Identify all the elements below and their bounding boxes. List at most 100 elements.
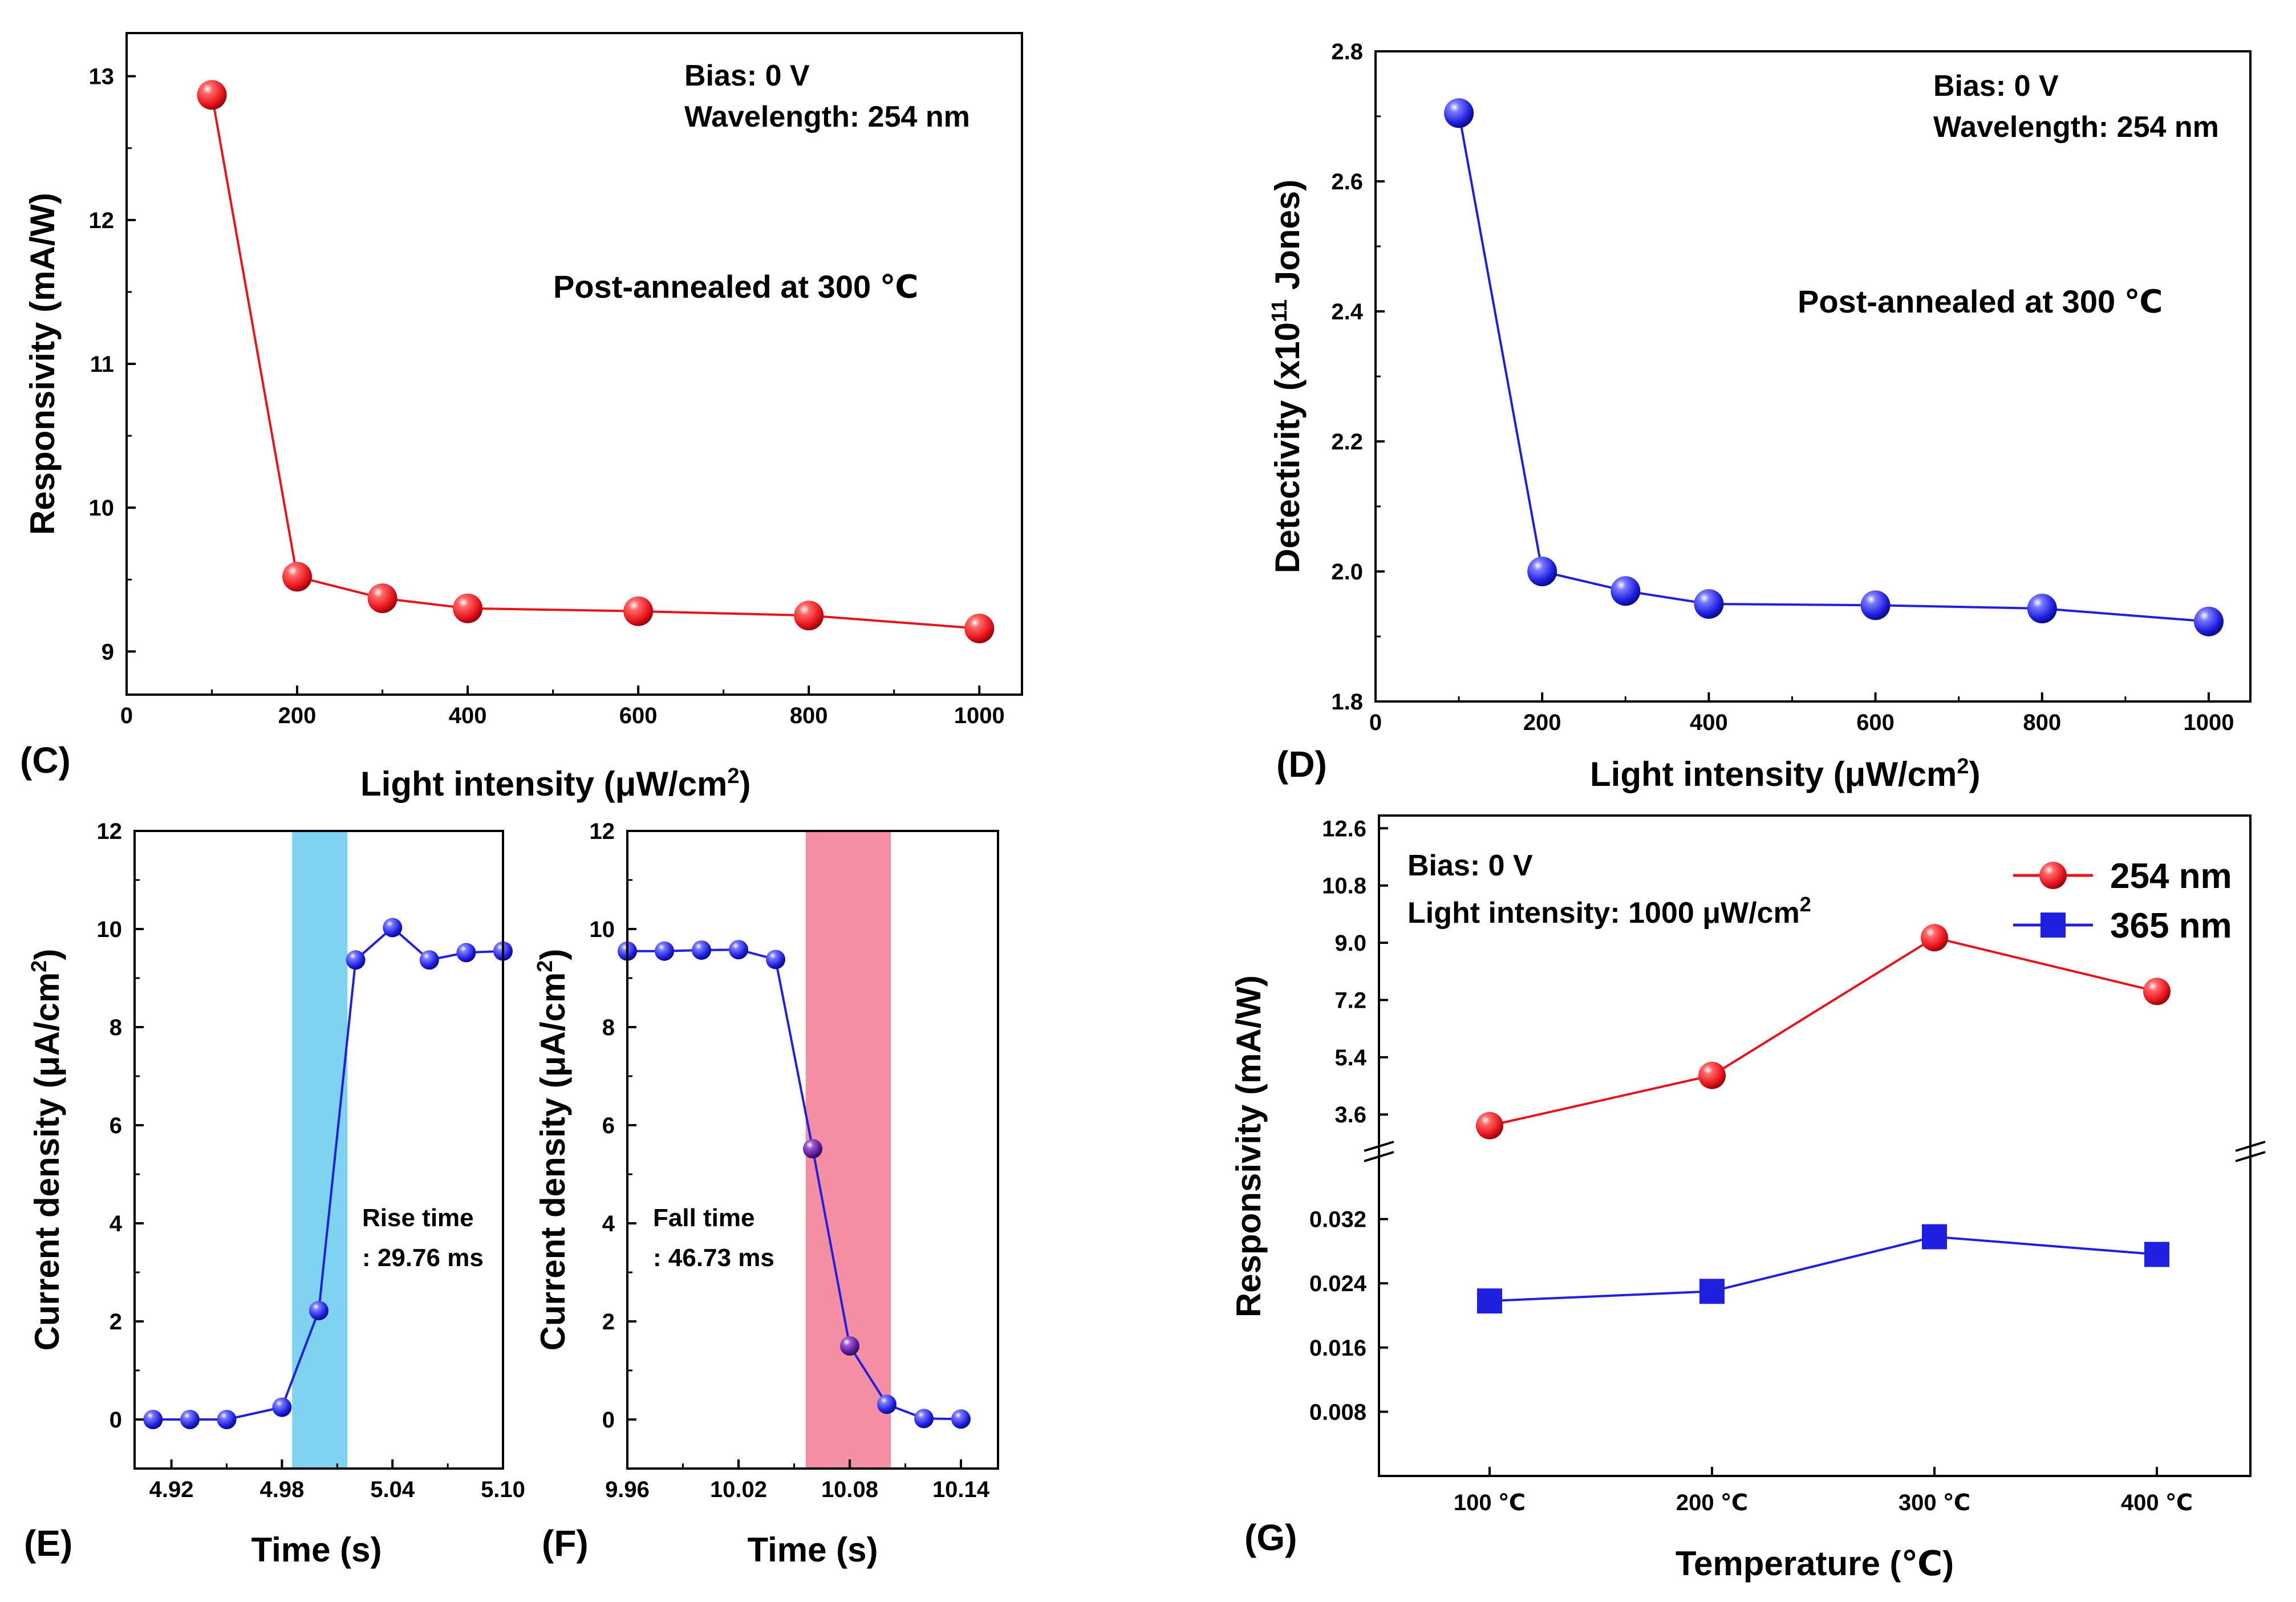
panel-letter-G: (G) (1244, 1517, 1297, 1558)
plot-frame-D (1374, 50, 2252, 703)
y-axis-label-G: Responsivity (mA/W) (1230, 975, 1268, 1317)
x-tick-label: 800 (790, 703, 828, 728)
y-tick-label: 10 (89, 496, 115, 521)
data-point (623, 596, 654, 626)
data-point (794, 601, 824, 631)
x-tick-label: 600 (1856, 710, 1895, 735)
plot-frame-G (1378, 814, 2252, 1477)
legend: 254 nm 365 nm (2013, 857, 2232, 946)
x-label-mu-C: μ (615, 765, 636, 803)
y-tick-label-upper: 10.8 (1322, 874, 1366, 899)
y-tick-label: 12 (97, 819, 123, 844)
series-line-365 (1489, 1235, 2157, 1303)
annotation-rise-label: Rise time (362, 1204, 474, 1232)
panel-fall-time: 9.96 10.02 10.08 10.14 0 2 4 6 8 10 12 Fall time :… (533, 819, 999, 1569)
y-tick-label-upper: 12.6 (1322, 816, 1366, 841)
series-line (627, 948, 962, 1421)
y-tick-label: 9 (102, 639, 114, 664)
x-tick-label: 0 (120, 703, 133, 728)
x-label-main-C: Light intensity ( (360, 765, 615, 803)
annotation-anneal-C: Post-annealed at 300 ℃ (553, 269, 918, 305)
data-point (456, 943, 476, 963)
annotation-wavelength-C: Wavelength: 254 nm (684, 100, 970, 133)
y-tick-label-upper: 5.4 (1334, 1045, 1366, 1070)
y-tick-label: 6 (109, 1113, 122, 1138)
annotation-anneal-D: Post-annealed at 300 ℃ (1798, 283, 2163, 319)
data-point (1527, 557, 1557, 586)
data-point (2193, 606, 2224, 636)
annotation-rise-value: : 29.76 ms (362, 1244, 484, 1272)
data-point (217, 1410, 237, 1429)
y-tick-label-upper: 9.0 (1334, 931, 1366, 956)
data-point (180, 1410, 200, 1429)
x-label-close-C: ) (740, 765, 751, 803)
x-tick-label: 10.08 (821, 1477, 878, 1502)
plot-frame-C (125, 32, 1023, 696)
series-line-254 (1489, 936, 2157, 1127)
y-tick-label-lower: 0.032 (1309, 1207, 1366, 1232)
y-tick-label: 2 (602, 1309, 615, 1335)
data-point (1694, 589, 1724, 619)
y-tick-label: 13 (89, 64, 115, 90)
data-point (766, 950, 785, 970)
y-tick-label: 8 (109, 1015, 122, 1040)
x-tick-label: 200 ℃ (1676, 1490, 1748, 1515)
x-tick-label: 200 (278, 703, 317, 728)
plot-frame-F (626, 830, 999, 1470)
data-point (692, 940, 711, 960)
x-tick-label: 4.92 (149, 1477, 194, 1502)
data-point (877, 1394, 897, 1414)
data-point (729, 940, 748, 960)
x-tick-label: 200 (1523, 710, 1561, 735)
y-tick-label: 10 (97, 917, 123, 942)
x-tick-label: 10.14 (932, 1477, 990, 1502)
x-label-unit-C: W/cm (636, 765, 727, 803)
x-axis-label-G: Temperature (℃) (1676, 1544, 1954, 1583)
y-axis-label-D: Detectivity (x1011 Jones) (1268, 180, 1307, 573)
y-tick-label-lower: 0.008 (1309, 1400, 1366, 1425)
annotation-intensity-sup: 2 (1800, 893, 1811, 916)
x-label-sup-C: 2 (727, 764, 739, 788)
highlight-band (292, 831, 348, 1469)
x-tick-label: 1000 (954, 703, 1005, 728)
y-tick-label: 4 (602, 1211, 615, 1236)
x-axis-label-C: Light intensity (μW/cm2) (360, 764, 751, 803)
x-tick-label: 600 (619, 703, 658, 728)
x-axis-label-D: Light intensity (μW/cm2) (1590, 755, 1981, 793)
x-tick-label: 400 (1690, 710, 1728, 735)
y-tick-label: 10 (590, 917, 615, 942)
panel-responsivity-vs-temperature: 3.6 5.4 7.2 9.0 10.8 12.6 0.008 0.016 0.024 0.032… (1230, 814, 2266, 1583)
x-label-close-D: ) (1969, 755, 1981, 793)
data-point (309, 1301, 328, 1321)
legend-label-254: 254 nm (2110, 857, 2232, 896)
y-tick-label: 8 (602, 1015, 615, 1040)
y-label-pre-E: Current density (μA/cm (28, 972, 66, 1351)
data-point (453, 593, 483, 623)
y-tick-label: 0 (109, 1408, 122, 1433)
y-label-sup-E: 2 (27, 960, 51, 972)
y-label-post-E: ) (28, 949, 66, 960)
x-axis-label-F: Time (s) (748, 1531, 878, 1569)
y-tick-label: 2.8 (1331, 39, 1363, 64)
data-point (367, 583, 397, 614)
data-point (143, 1410, 163, 1429)
x-axis-label-E: Time (s) (251, 1531, 382, 1569)
panel-rise-time: 4.92 4.98 5.04 5.10 0 2 4 6 8 10 12 Rise time : 29… (24, 819, 525, 1569)
y-tick-label-lower: 0.016 (1309, 1336, 1366, 1361)
series-line (153, 926, 504, 1421)
y-tick-label: 2.2 (1331, 429, 1363, 455)
x-label-main-D: Light intensity ( (1590, 755, 1845, 793)
annotation-intensity-G: Light intensity: 1000 μW/cm2 (1407, 893, 1811, 930)
x-tick-label: 800 (2023, 710, 2061, 735)
annotation-bias-C: Bias: 0 V (684, 59, 810, 92)
x-tick-label: 100 ℃ (1454, 1490, 1526, 1515)
panel-letter-F: (F) (542, 1523, 589, 1564)
y-tick-label: 2.6 (1331, 169, 1363, 194)
x-tick-label: 1000 (2183, 710, 2234, 735)
y-tick-label: 0 (602, 1408, 615, 1433)
y-tick-label-lower: 0.024 (1309, 1271, 1367, 1296)
y-axis-label-F: Current density (μA/cm2) (533, 949, 572, 1351)
data-point-365 (1699, 1279, 1725, 1304)
data-point (1860, 590, 1891, 620)
